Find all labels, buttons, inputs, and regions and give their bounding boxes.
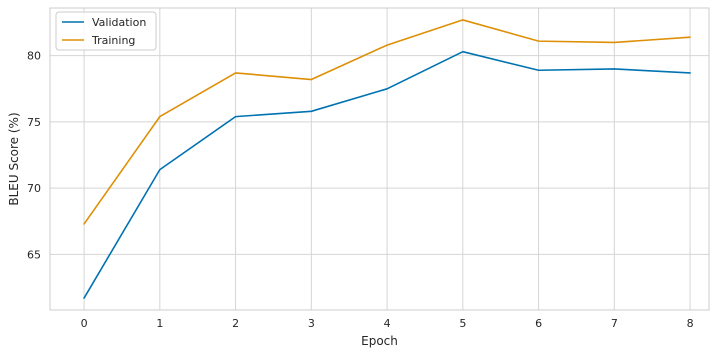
x-tick-label: 5	[459, 317, 466, 330]
x-tick-labels: 0 1 2 3 4 5 6 7 8	[81, 317, 694, 330]
y-tick-labels: 65 70 75 80	[27, 50, 41, 262]
y-tick-label: 65	[27, 248, 41, 261]
x-tick-label: 4	[384, 317, 391, 330]
legend-label: Validation	[92, 16, 146, 29]
y-tick-label: 80	[27, 50, 41, 63]
x-tick-label: 1	[156, 317, 163, 330]
legend: Validation Training	[55, 11, 157, 51]
series-layer	[83, 19, 691, 299]
legend-label: Training	[91, 34, 135, 47]
x-tick-label: 0	[81, 317, 88, 330]
y-axis-label: BLEU Score (%)	[7, 112, 21, 205]
x-tick-label: 6	[535, 317, 542, 330]
grid	[50, 8, 709, 310]
y-tick-label: 70	[27, 182, 41, 195]
series-line-validation	[83, 50, 691, 299]
x-tick-label: 3	[308, 317, 315, 330]
series-line-training	[83, 19, 691, 225]
plot-frame	[49, 7, 710, 311]
y-tick-label: 75	[27, 116, 41, 129]
x-tick-label: 2	[232, 317, 239, 330]
x-tick-label: 7	[611, 317, 618, 330]
x-axis-label: Epoch	[361, 334, 398, 348]
x-tick-label: 8	[687, 317, 694, 330]
